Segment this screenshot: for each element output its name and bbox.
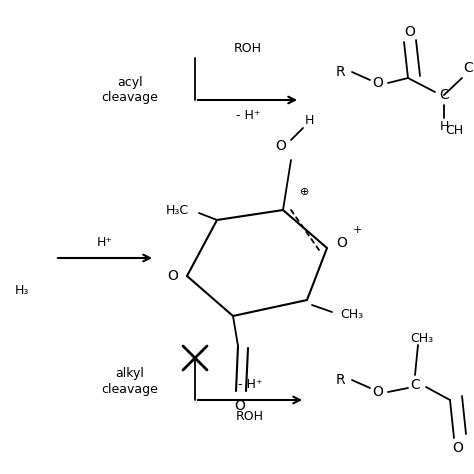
Text: CH₃: CH₃ bbox=[340, 309, 364, 321]
Text: cleavage: cleavage bbox=[101, 91, 158, 103]
Text: CH₃: CH₃ bbox=[410, 331, 434, 345]
Text: C: C bbox=[463, 61, 473, 75]
Text: alkyl: alkyl bbox=[116, 367, 145, 381]
Text: H: H bbox=[439, 119, 449, 133]
Text: CH: CH bbox=[445, 124, 463, 137]
Text: O: O bbox=[373, 385, 383, 399]
Text: O: O bbox=[373, 76, 383, 90]
Text: O: O bbox=[453, 441, 464, 455]
Text: acyl: acyl bbox=[117, 75, 143, 89]
Text: H⁺: H⁺ bbox=[97, 236, 113, 248]
Text: O: O bbox=[235, 399, 246, 413]
Text: O: O bbox=[405, 25, 415, 39]
Text: O: O bbox=[337, 236, 347, 250]
Text: ROH: ROH bbox=[234, 42, 262, 55]
Text: H₃C: H₃C bbox=[165, 203, 189, 217]
Text: cleavage: cleavage bbox=[101, 383, 158, 395]
Text: H₃: H₃ bbox=[15, 283, 29, 297]
Text: C: C bbox=[439, 88, 449, 102]
Text: ⊕: ⊕ bbox=[301, 187, 310, 197]
Text: C: C bbox=[410, 378, 420, 392]
Text: H: H bbox=[304, 113, 314, 127]
Text: - H⁺: - H⁺ bbox=[238, 379, 262, 392]
Text: ROH: ROH bbox=[236, 410, 264, 422]
Text: O: O bbox=[168, 269, 178, 283]
Text: R: R bbox=[335, 373, 345, 387]
Text: - H⁺: - H⁺ bbox=[236, 109, 260, 121]
Text: +: + bbox=[352, 225, 362, 235]
Text: O: O bbox=[275, 139, 286, 153]
Text: R: R bbox=[335, 65, 345, 79]
